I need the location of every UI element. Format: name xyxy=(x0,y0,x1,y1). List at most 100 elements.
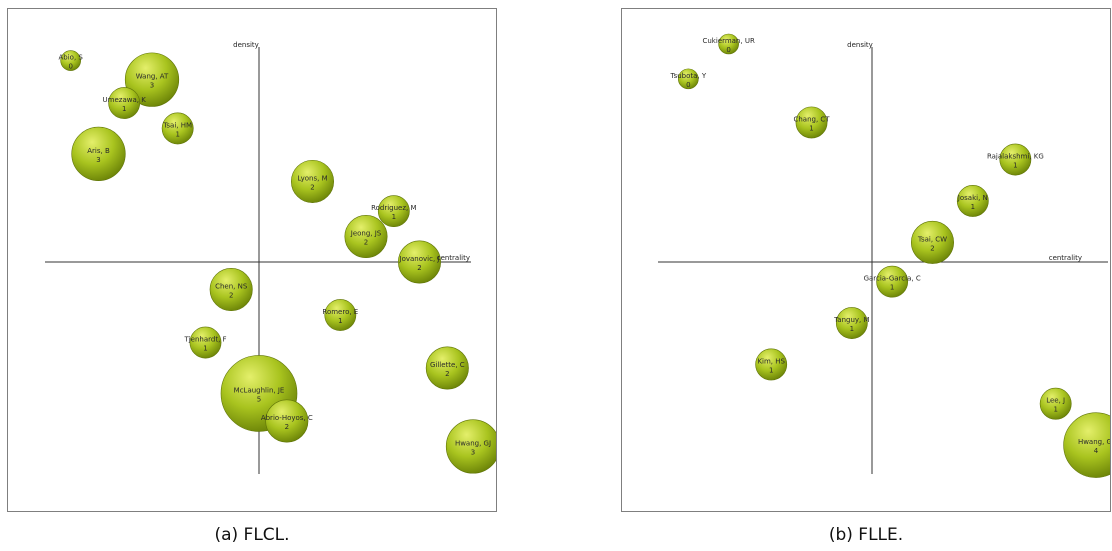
bubble-value: 3 xyxy=(471,448,475,456)
bubble-circle xyxy=(1039,387,1072,420)
bubble-label: Gillette, C xyxy=(430,361,465,369)
strategic-diagram-flle: Hwang, GJ 4 Tsai, CW 2 Chang, CT 1 Rajalakshmi… xyxy=(621,8,1111,512)
caption-flle: (b) FLLE. xyxy=(828,525,904,545)
bubble-circle xyxy=(397,240,441,284)
bubble-aris-b: Aris, B3 xyxy=(71,126,126,181)
bubble-value: 1 xyxy=(769,366,773,374)
bubble-label: Garcia-Garcia, C xyxy=(864,275,921,283)
bubble-value: 1 xyxy=(175,130,179,138)
bubble-tsai-cw: Tsai, CW2 xyxy=(910,220,954,264)
bubble-cukierman-ur: Cukierman, UR0 xyxy=(702,33,755,55)
bubble-value: 1 xyxy=(850,325,854,333)
bubble-circle xyxy=(324,299,357,331)
bubble-label: Tjenhardt, F xyxy=(183,336,226,344)
y-axis-label: density xyxy=(233,41,259,49)
bubble-value: 1 xyxy=(1053,406,1057,414)
bubble-label: Cukierman, UR xyxy=(702,37,755,45)
bubble-label: Chang, CT xyxy=(793,115,830,123)
bubble-value: 1 xyxy=(809,124,813,132)
bubble-circle xyxy=(124,52,180,107)
bubble-label: Abrio-Hoyos, C xyxy=(261,414,313,422)
bubble-label: Jovanovic, J xyxy=(399,255,440,263)
bubble-romero-e: Romero, E1 xyxy=(322,299,358,331)
bubble-circle xyxy=(678,68,699,90)
bubble-josaki-n: Josaki, N1 xyxy=(957,185,989,217)
x-axis-label: centrality xyxy=(1049,254,1082,262)
bubble-rajalakshmi-kg: Rajalakshmi, KG1 xyxy=(987,143,1044,176)
bubble-label: Rajalakshmi, KG xyxy=(987,153,1044,161)
bubble-hwang-gj: Hwang, GJ4 xyxy=(1063,412,1111,478)
bubble-value: 1 xyxy=(890,284,894,292)
bubble-value: 1 xyxy=(392,213,396,221)
bubble-label: Tanguy, M xyxy=(833,316,869,324)
bubble-label: Tsai, HM xyxy=(162,121,192,129)
bubble-umezawa-k: Umezawa, K1 xyxy=(103,87,147,119)
bubble-label: Tsubota, Y xyxy=(669,72,706,80)
bubble-value: 0 xyxy=(68,63,72,71)
bubble-circle xyxy=(999,143,1032,176)
bubble-label: Aris, B xyxy=(87,147,110,155)
bubble-lyons-m: Lyons, M2 xyxy=(290,159,334,203)
bubble-circle xyxy=(209,268,253,312)
bubble-label: Hwang, GJ xyxy=(455,439,491,447)
bubble-circle xyxy=(290,159,334,203)
bubble-jeong-js: Jeong, JS2 xyxy=(344,215,388,259)
caption-flcl: (a) FLCL. xyxy=(214,525,290,545)
bubble-value: 1 xyxy=(122,105,126,113)
bubble-hwang-gj: Hwang, GJ3 xyxy=(445,419,496,474)
bubble-value: 1 xyxy=(338,317,342,325)
bubble-circle xyxy=(108,87,141,119)
bubble-value: 2 xyxy=(310,183,314,191)
bubble-tsubota-y: Tsubota, Y0 xyxy=(669,68,707,90)
bubble-circle xyxy=(265,399,309,443)
bubble-circle xyxy=(71,126,126,181)
bubble-circle xyxy=(910,220,954,264)
bubble-label: Josaki, N xyxy=(957,194,988,202)
bubble-circle xyxy=(876,265,909,298)
bubble-circle xyxy=(344,215,388,259)
bubble-rodriguez-m: Rodriguez, M1 xyxy=(371,195,417,228)
bubble-value: 5 xyxy=(257,395,261,403)
y-axis-label: density xyxy=(847,41,873,49)
bubble-circle xyxy=(718,33,739,55)
bubble-value: 1 xyxy=(203,345,207,353)
bubble-label: Kim, HS xyxy=(757,357,785,365)
bubble-value: 2 xyxy=(285,423,289,431)
bubble-circle xyxy=(60,50,81,71)
bubble-label: Wang, AT xyxy=(136,73,169,81)
bubble-value: 0 xyxy=(726,46,730,54)
bubble-circle xyxy=(189,326,222,359)
bubble-label: Chen, NS xyxy=(215,283,248,291)
bubble-garcia-garcia-c: Garcia-Garcia, C1 xyxy=(864,265,921,298)
bubble-value: 0 xyxy=(686,81,690,89)
bubble-value: 2 xyxy=(364,239,368,247)
bubble-circle xyxy=(755,348,788,381)
bubble-label: Lee, J xyxy=(1046,397,1065,405)
bubble-chang-ct: Chang, CT1 xyxy=(793,106,830,139)
bubble-lee-j: Lee, J1 xyxy=(1039,387,1072,420)
bubble-value: 3 xyxy=(96,156,100,164)
x-axis-label: centrality xyxy=(437,254,470,262)
bubble-value: 1 xyxy=(1013,162,1017,170)
bubble-label: Rodriguez, M xyxy=(371,204,416,212)
bubble-value: 3 xyxy=(150,82,154,90)
bubble-label: Hwang, GJ xyxy=(1078,438,1111,446)
strategic-diagram-flcl: McLaughlin, JE 5 Wang, AT 3 Aris, B 3 Hwang, G… xyxy=(7,8,497,512)
bubble-value: 2 xyxy=(930,244,934,252)
bubble-circle xyxy=(445,419,496,474)
bubble-circle xyxy=(377,195,410,228)
bubble-wang-at: Wang, AT3 xyxy=(124,52,180,107)
bubble-circle xyxy=(1063,412,1110,478)
bubble-abio-s: Abio, S0 xyxy=(59,50,83,71)
bubble-circle xyxy=(795,106,828,139)
bubble-value: 2 xyxy=(229,292,233,300)
bubble-label: Umezawa, K xyxy=(103,96,147,104)
bubble-tjenhardt-f: Tjenhardt, F1 xyxy=(183,326,227,359)
bubble-tanguy-m: Tanguy, M1 xyxy=(833,307,870,339)
bubble-value: 2 xyxy=(417,264,421,272)
bubble-value: 2 xyxy=(445,370,449,378)
bubble-circle xyxy=(425,346,469,390)
bubble-gillette-c: Gillette, C2 xyxy=(425,346,469,390)
bubble-label: McLaughlin, JE xyxy=(234,386,285,394)
